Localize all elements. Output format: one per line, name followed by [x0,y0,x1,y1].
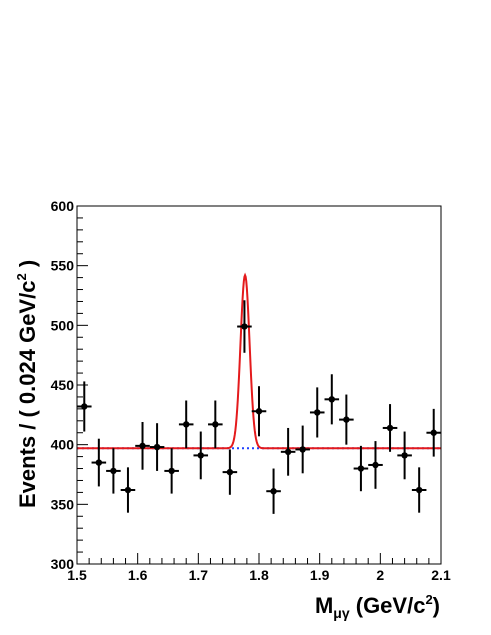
data-marker [139,442,146,450]
y-axis: 300 350 400 450 500 550 600 [51,198,88,572]
x-tick-label: 2 [376,567,384,583]
data-point [339,394,354,445]
data-point [222,449,238,495]
x-tick-label: 1.8 [249,567,269,583]
data-marker [124,486,132,494]
data-marker [430,429,437,436]
data-point [178,400,194,449]
fit-curve-layer [77,272,441,450]
data-point [280,427,296,476]
data-marker [372,461,379,469]
data-point [295,425,310,474]
total-fit-line [77,272,441,450]
data-point [164,448,179,494]
data-marker [284,448,292,456]
x-axis: 1.5 1.6 1.7 1.8 1.9 2 2.1 [67,553,451,583]
x-tick-label: 1.6 [128,567,148,583]
y-tick-label: 500 [51,317,75,333]
data-point [208,400,223,449]
data-marker [212,421,219,428]
y-tick-label: 450 [51,377,75,393]
data-point [237,300,252,353]
data-marker [314,409,321,416]
x-tick-label: 1.5 [67,567,87,583]
x-axis-title: Mμγ (GeV/c2) [315,592,440,621]
data-point [120,467,136,513]
data-marker [255,408,263,415]
data-point [382,404,398,452]
data-point [106,448,121,494]
data-marker [81,403,88,410]
data-marker [415,486,423,494]
data-marker [328,396,335,403]
y-tick-label: 350 [51,496,75,512]
data-marker [168,467,175,475]
data-point [411,467,427,513]
y-axis-title: Events / ( 0.024 GeV/c2 ) [14,260,40,508]
data-point [77,381,92,432]
data-point [193,431,209,480]
data-point [266,468,281,514]
data-point [353,445,369,492]
data-marker [95,459,103,466]
data-point [309,387,325,438]
data-marker [197,452,204,459]
data-point [368,441,383,489]
data-marker [183,421,190,428]
x-tick-label: 2.1 [431,567,451,583]
data-point [397,431,412,480]
data-marker [241,323,248,330]
x-tick-label: 1.9 [310,567,330,583]
data-marker [343,416,350,423]
y-tick-label: 600 [51,198,75,214]
plot-frame [76,205,442,565]
data-marker [153,443,161,451]
data-marker [226,468,234,476]
y-tick-label: 300 [51,556,75,572]
data-point [426,408,441,457]
data-point [135,421,150,470]
data-marker [401,452,408,459]
data-marker [357,465,365,472]
data-point [324,374,340,425]
x-tick-label: 1.7 [189,567,209,583]
data-points-layer [77,300,441,514]
data-point [91,438,107,487]
data-marker [299,446,306,453]
y-tick-label: 400 [51,437,75,453]
data-marker [110,467,117,475]
data-point [149,423,165,471]
data-marker [386,424,394,432]
y-tick-label: 550 [51,258,75,274]
data-marker [270,488,277,495]
data-point [251,386,267,437]
